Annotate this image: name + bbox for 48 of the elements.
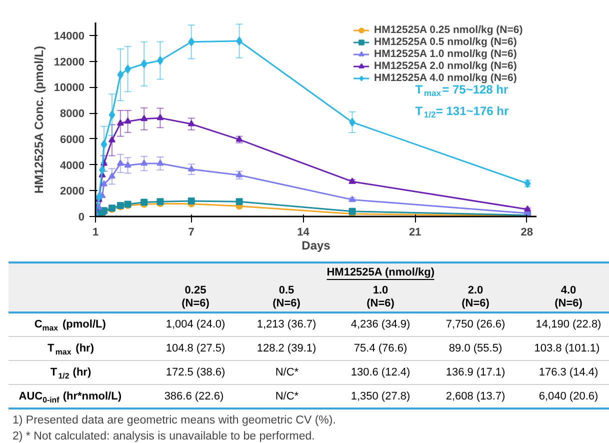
x-tick-label: 28 xyxy=(520,226,534,238)
text: 176.3 (14.4) xyxy=(538,366,598,378)
y-tick-label: 8000 xyxy=(60,108,85,120)
text: 2) * Not calculated: analysis is unavailable to be performed. xyxy=(12,430,315,442)
text: 1,350 (27.8) xyxy=(350,390,410,402)
legend-label: HM12525A 0.5 nmol/kg (N=6) xyxy=(374,36,517,48)
y-axis-title: HM12525A Conc. (pmol/L) xyxy=(32,46,46,194)
text: 14,190 (22.8) xyxy=(536,318,602,330)
x-tick-label: 21 xyxy=(408,226,422,238)
x-tick-label: 14 xyxy=(297,226,310,238)
text: 136.9 (17.1) xyxy=(446,366,506,378)
legend-label: HM12525A 0.25 nmol/kg (N=6) xyxy=(374,24,523,36)
x-tick-label: 7 xyxy=(188,226,194,238)
text: HM12525A (nmol/kg) xyxy=(326,266,435,278)
x-tick-label: 1 xyxy=(92,226,99,238)
category-label: 2.0 (N=6) xyxy=(462,284,490,310)
text: 172.5 (38.6) xyxy=(166,366,226,378)
y-tick-label: 12000 xyxy=(54,56,85,68)
text: 7,750 (26.6) xyxy=(446,318,506,330)
text: 1,213 (36.7) xyxy=(256,318,316,330)
y-tick-label: 2000 xyxy=(60,186,85,198)
y-tick-label: 10000 xyxy=(54,82,85,94)
y-tick-label: 0 xyxy=(78,212,85,224)
text: 1,004 (24.0) xyxy=(166,318,226,330)
text: N/C* xyxy=(275,366,299,378)
y-tick-label: 4000 xyxy=(60,160,85,172)
text: N/C* xyxy=(275,390,299,402)
text: 130.6 (12.4) xyxy=(350,366,410,378)
text: 2,608 (13.7) xyxy=(446,390,506,402)
category-label: 1.0 (N=6) xyxy=(366,284,395,310)
legend-label: HM12525A 1.0 nmol/kg (N=6) xyxy=(374,48,517,60)
text: 75.4 (76.6) xyxy=(354,342,408,354)
text: 128.2 (39.1) xyxy=(256,342,316,354)
text: 4,236 (34.9) xyxy=(350,318,410,330)
text: 103.8 (101.1) xyxy=(534,342,600,354)
legend-label: HM12525A 2.0 nmol/kg (N=6) xyxy=(374,60,517,72)
text: 386.6 (22.6) xyxy=(164,390,224,402)
category-label: 4.0 (N=6) xyxy=(554,284,583,310)
y-tick-label: 14000 xyxy=(54,30,85,42)
text: 6,040 (20.6) xyxy=(538,390,598,402)
y-tick-label: 6000 xyxy=(60,134,85,146)
text: 89.0 (55.5) xyxy=(448,342,502,354)
text: 1) Presented data are geometric means with geometric CV (%). xyxy=(12,414,336,426)
category-label: 0.25 (N=6) xyxy=(182,284,210,310)
category-label: 0.5 (N=6) xyxy=(272,284,301,310)
text: 104.8 (27.5) xyxy=(166,342,226,354)
x-axis-title: Days xyxy=(302,238,331,252)
legend-label: HM12525A 4.0 nmol/kg (N=6) xyxy=(374,72,517,84)
